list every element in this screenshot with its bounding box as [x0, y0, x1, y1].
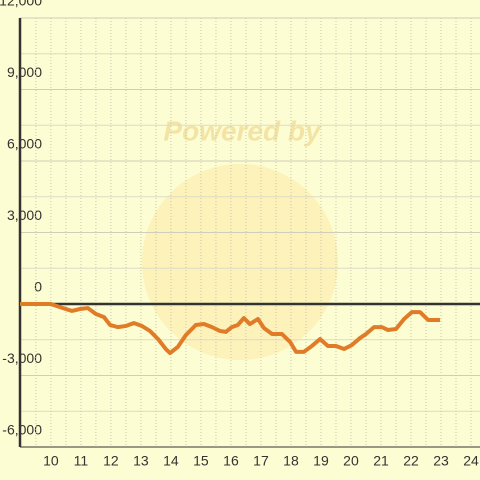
x-tick-label: 18 [283, 453, 299, 469]
watermark-logo [142, 164, 338, 360]
x-tick-label: 16 [223, 453, 239, 469]
x-tick-label: 21 [373, 453, 389, 469]
x-tick-label: 24 [463, 453, 479, 469]
y-tick-label: -3,000 [2, 350, 42, 366]
y-tick-label: 3,000 [7, 207, 42, 223]
x-tick-label: 22 [403, 453, 419, 469]
y-tick-label: 6,000 [7, 136, 42, 152]
x-tick-label: 13 [133, 453, 149, 469]
y-tick-label: 9,000 [7, 64, 42, 80]
y-tick-label: 0 [34, 279, 42, 295]
x-tick-label: 14 [163, 453, 179, 469]
x-tick-label: 10 [43, 453, 59, 469]
x-tick-label: 20 [343, 453, 359, 469]
y-tick-label: 12,000 [0, 0, 42, 9]
y-tick-label: -6,000 [2, 422, 42, 438]
x-tick-label: 11 [74, 453, 89, 469]
x-tick-label: 19 [313, 453, 329, 469]
x-tick-label: 17 [253, 453, 269, 469]
watermark: Powered by [163, 115, 322, 146]
data-line [20, 302, 441, 356]
x-tick-label: 23 [433, 453, 449, 469]
x-tick-label: 12 [103, 453, 119, 469]
x-tick-label: 15 [193, 453, 209, 469]
